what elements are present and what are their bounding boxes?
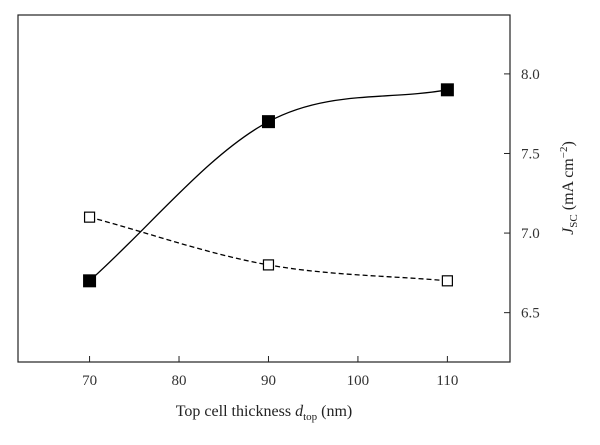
x-tick-label: 80 xyxy=(172,373,187,389)
y-tick-label: 8.0 xyxy=(521,67,540,83)
y-axis-ticks: 6.5 7.0 7.5 8.0 xyxy=(504,67,540,322)
series-line-1 xyxy=(89,216,448,282)
series-0-marker xyxy=(83,274,97,288)
x-axis-title: Top cell thickness dtop (nm) xyxy=(176,403,352,423)
y-tick-label: 6.5 xyxy=(521,306,540,322)
series-0-marker xyxy=(440,83,454,97)
x-tick-label: 100 xyxy=(347,373,370,389)
series-layer xyxy=(83,83,454,288)
series-0-marker xyxy=(261,115,275,129)
y-tick-label: 7.5 xyxy=(521,146,540,162)
x-tick-label: 110 xyxy=(436,373,458,389)
series-1-marker xyxy=(83,211,96,223)
x-tick-label: 90 xyxy=(261,373,276,389)
series-1-marker xyxy=(262,259,275,271)
y-tick-label: 7.0 xyxy=(521,226,540,242)
x-axis-ticks: 70 80 90 100 110 xyxy=(82,356,458,389)
plot-frame xyxy=(17,14,511,363)
series-1-marker xyxy=(441,275,453,287)
y-axis-title: JSC (mA cm−2) xyxy=(558,141,580,235)
x-tick-label: 70 xyxy=(82,373,97,389)
